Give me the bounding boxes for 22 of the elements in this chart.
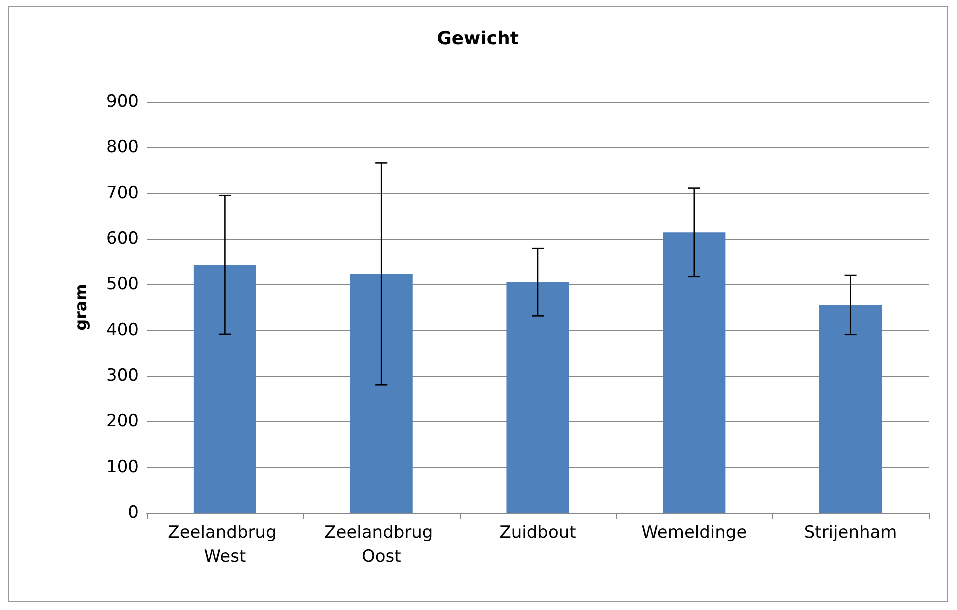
bar [506, 282, 570, 513]
y-tick-label: 200 [106, 412, 139, 432]
y-axis-title: gram [72, 284, 90, 331]
x-tick-label: Zuidbout [500, 523, 577, 543]
y-tick-label: 700 [106, 183, 139, 204]
y-tick-label: 500 [106, 274, 139, 295]
bar [194, 265, 256, 513]
bar [663, 232, 726, 513]
y-tick-label: 800 [106, 138, 139, 158]
y-tick-label: 0 [128, 503, 139, 523]
y-tick-label: 100 [106, 457, 139, 478]
y-tick-label: 400 [106, 320, 139, 340]
y-tick-label: 900 [106, 92, 139, 112]
x-tick-label: Zeelandbrug West [168, 523, 282, 567]
y-tick-label: 300 [106, 366, 139, 386]
x-tick-label: Strijenham [804, 523, 898, 543]
x-tick-label: Zeelandbrug Oost [324, 523, 439, 567]
chart-title: Gewicht [437, 28, 520, 50]
bar [820, 305, 882, 513]
x-tick-label: Wemeldinge [642, 523, 748, 543]
bar [350, 274, 413, 513]
y-tick-label: 600 [106, 229, 139, 249]
